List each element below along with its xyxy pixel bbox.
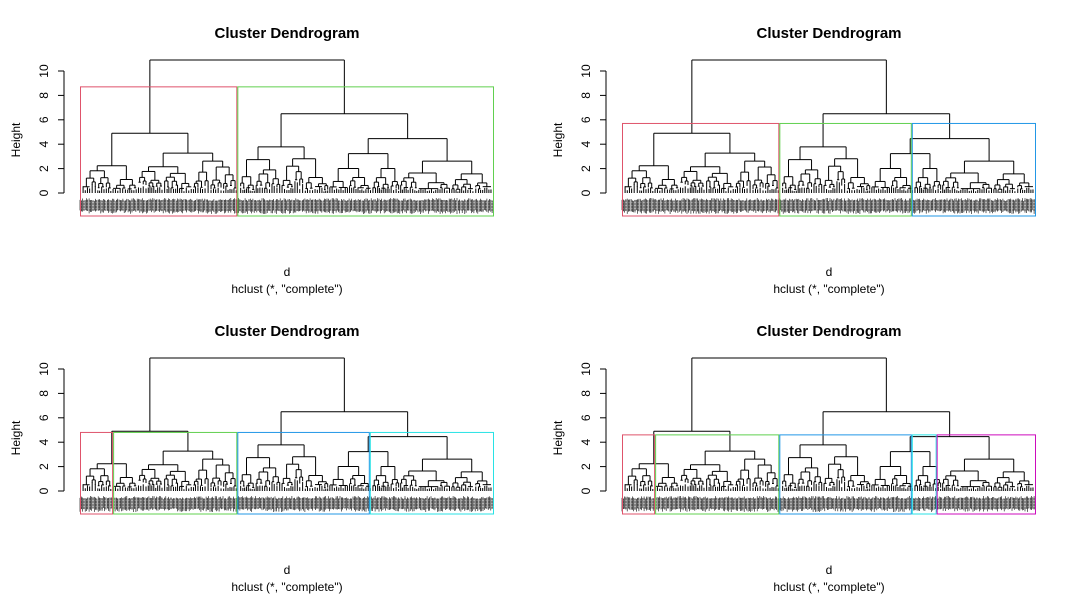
y-tick-label: 10	[579, 362, 593, 376]
y-axis-label: Height	[9, 122, 23, 157]
y-tick-label: 6	[579, 414, 593, 421]
dendrogram-panel: Cluster Dendrogram 0 2 4 6 8 10 Height d hclust (…	[551, 25, 1036, 296]
cluster-rect	[80, 431, 114, 515]
cluster-rect	[936, 434, 1037, 515]
y-tick-label: 2	[37, 463, 51, 470]
leaf-labels	[621, 496, 1036, 512]
y-tick-label: 6	[37, 414, 51, 421]
cluster-rect	[655, 434, 780, 515]
y-tick-label: 0	[579, 487, 593, 494]
y-tick-label: 4	[37, 141, 51, 148]
cluster-rect	[779, 122, 912, 217]
x-axis-sublabel: hclust (*, "complete")	[773, 580, 884, 594]
dendrogram-tree	[82, 357, 492, 491]
dendrogram-panel: Cluster Dendrogram 0 2 4 6 8 10 Height d hclust (…	[551, 323, 1037, 594]
y-tick-label: 10	[37, 362, 51, 376]
leaf-labels	[79, 198, 494, 214]
cluster-rect	[911, 122, 1036, 217]
cluster-rect	[237, 431, 370, 515]
cluster-rect	[113, 431, 238, 515]
y-tick-label: 4	[37, 439, 51, 446]
x-axis-sublabel: hclust (*, "complete")	[231, 282, 342, 296]
dendrogram-panel: Cluster Dendrogram 0 2 4 6 8 10 Height d hclust (…	[9, 25, 494, 296]
y-tick-label: 0	[37, 487, 51, 494]
y-tick-label: 2	[579, 165, 593, 172]
cluster-rect	[622, 122, 780, 217]
y-axis-label: Height	[551, 420, 565, 455]
chart-title: Cluster Dendrogram	[756, 25, 901, 42]
y-tick-label: 8	[579, 390, 593, 397]
y-tick-label: 2	[579, 463, 593, 470]
x-axis-label: d	[284, 265, 291, 279]
chart-title: Cluster Dendrogram	[756, 323, 901, 340]
dendrogram-panel: Cluster Dendrogram 0 2 4 6 8 10 Height d hclust (…	[9, 323, 494, 594]
y-tick-label: 4	[579, 141, 593, 148]
y-axis-label: Height	[9, 420, 23, 455]
dendrogram-tree	[624, 59, 1034, 193]
y-tick-label: 8	[37, 92, 51, 99]
y-tick-label: 10	[37, 64, 51, 78]
leaf-labels	[621, 198, 1036, 214]
cluster-rect	[622, 434, 656, 515]
y-axis-label: Height	[551, 122, 565, 157]
y-tick-label: 0	[37, 189, 51, 196]
cluster-rect	[911, 434, 937, 515]
y-tick-label: 8	[579, 92, 593, 99]
y-tick-label: 2	[37, 165, 51, 172]
dendrogram-tree	[82, 59, 492, 193]
x-axis-sublabel: hclust (*, "complete")	[231, 580, 342, 594]
x-axis-sublabel: hclust (*, "complete")	[773, 282, 884, 296]
y-tick-label: 10	[579, 64, 593, 78]
x-axis-label: d	[284, 563, 291, 577]
chart-title: Cluster Dendrogram	[214, 25, 359, 42]
y-tick-label: 6	[37, 116, 51, 123]
y-tick-label: 4	[579, 439, 593, 446]
cluster-rect	[237, 86, 494, 217]
cluster-rect	[369, 431, 494, 515]
chart-title: Cluster Dendrogram	[214, 323, 359, 340]
x-axis-label: d	[826, 265, 833, 279]
y-tick-label: 0	[579, 189, 593, 196]
cluster-rect	[80, 86, 238, 217]
cluster-rect	[779, 434, 912, 515]
y-tick-label: 6	[579, 116, 593, 123]
x-axis-label: d	[826, 563, 833, 577]
y-tick-label: 8	[37, 390, 51, 397]
dendrogram-tree	[624, 357, 1034, 491]
leaf-labels	[79, 496, 494, 512]
